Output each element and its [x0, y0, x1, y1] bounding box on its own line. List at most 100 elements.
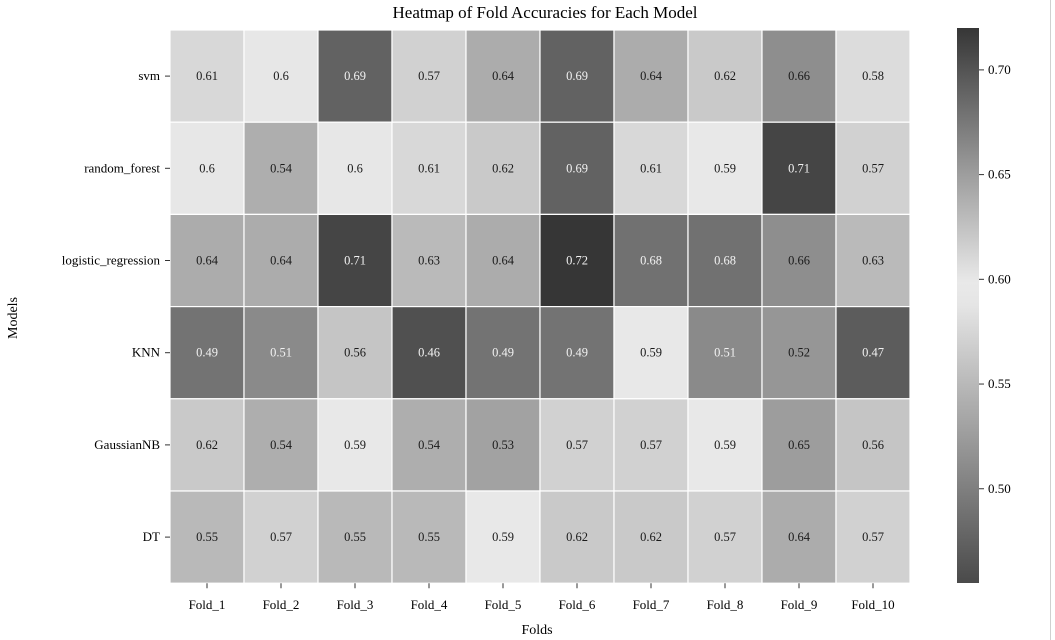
- heatmap-cell: [391, 490, 467, 584]
- cell-value-label: 0.59: [714, 161, 736, 175]
- y-tick-label: DT: [143, 529, 160, 544]
- cell-value-label: 0.49: [492, 346, 514, 360]
- cell-value-label: 0.59: [640, 346, 662, 360]
- colorbar-tick-label: 0.50: [988, 481, 1011, 496]
- cell-value-label: 0.51: [714, 346, 736, 360]
- cell-value-label: 0.64: [492, 69, 515, 83]
- x-tick-label: Fold_3: [337, 597, 374, 612]
- cell-value-label: 0.57: [862, 530, 884, 544]
- y-tick-label: logistic_regression: [62, 253, 161, 268]
- cell-value-label: 0.62: [714, 69, 736, 83]
- x-tick-label: Fold_10: [851, 597, 894, 612]
- cell-value-label: 0.57: [862, 161, 884, 175]
- heatmap-cells: [169, 29, 911, 584]
- heatmap-cell: [687, 213, 763, 308]
- cell-value-label: 0.72: [566, 254, 588, 268]
- heatmap-cell: [835, 306, 911, 400]
- cell-value-label: 0.59: [492, 530, 514, 544]
- heatmap-cell: [169, 213, 245, 308]
- figure-border: [1050, 0, 1051, 640]
- heatmap-cell: [317, 29, 393, 123]
- cell-value-label: 0.53: [492, 438, 514, 452]
- x-axis-ticks: Fold_1 Fold_2 Fold_3 Fold_4 Fold_5 Fold_6 Fold…: [189, 583, 895, 612]
- y-tick-label: GaussianNB: [94, 437, 160, 452]
- heatmap-cell: [761, 306, 837, 400]
- heatmap-cell: [687, 398, 763, 492]
- cell-value-label: 0.69: [566, 69, 588, 83]
- cell-value-label: 0.59: [714, 438, 736, 452]
- cell-value-label: 0.69: [344, 69, 366, 83]
- cell-value-label: 0.65: [788, 438, 810, 452]
- cell-value-label: 0.56: [344, 346, 366, 360]
- y-tick-label: KNN: [132, 345, 161, 360]
- cell-value-label: 0.69: [566, 161, 588, 175]
- chart-title: Heatmap of Fold Accuracies for Each Mode…: [393, 3, 698, 22]
- x-tick-label: Fold_8: [707, 597, 744, 612]
- heatmap-cell: [539, 121, 615, 215]
- y-axis-ticks: svm random_forest logistic_regression KNN Ga…: [62, 68, 170, 544]
- cell-value-label: 0.63: [862, 254, 884, 268]
- heatmap-cell: [835, 398, 911, 492]
- cell-value-label: 0.57: [714, 530, 736, 544]
- heatmap-cell: [613, 398, 689, 492]
- cell-value-label: 0.64: [492, 254, 515, 268]
- cell-value-label: 0.66: [788, 254, 810, 268]
- colorbar: [957, 28, 979, 583]
- cell-value-label: 0.59: [344, 438, 366, 452]
- x-tick-label: Fold_9: [781, 597, 818, 612]
- heatmap-cell: [243, 213, 319, 308]
- x-tick-label: Fold_1: [189, 597, 226, 612]
- cell-value-label: 0.64: [788, 530, 811, 544]
- heatmap-cell-labels: 0.61 0.6 0.69 0.57 0.64 0.69 0.64 0.62 0.66 0.58 0…: [196, 69, 884, 544]
- cell-value-label: 0.58: [862, 69, 884, 83]
- cell-value-label: 0.6: [273, 69, 289, 83]
- cell-value-label: 0.63: [418, 254, 440, 268]
- cell-value-label: 0.49: [196, 346, 218, 360]
- cell-value-label: 0.68: [714, 254, 736, 268]
- cell-value-label: 0.57: [566, 438, 588, 452]
- cell-value-label: 0.62: [492, 161, 514, 175]
- cell-value-label: 0.61: [640, 161, 662, 175]
- heatmap-cell: [613, 121, 689, 215]
- heatmap-cell: [317, 490, 393, 584]
- colorbar-tick-label: 0.60: [988, 271, 1011, 286]
- colorbar-tick-label: 0.55: [988, 376, 1011, 391]
- cell-value-label: 0.57: [418, 69, 440, 83]
- x-tick-label: Fold_5: [485, 597, 522, 612]
- heatmap-cell: [465, 213, 541, 308]
- x-axis-label: Folds: [521, 623, 552, 638]
- cell-value-label: 0.56: [862, 438, 884, 452]
- heatmap-cell: [243, 398, 319, 492]
- cell-value-label: 0.64: [640, 69, 663, 83]
- heatmap-cell: [687, 121, 763, 215]
- heatmap-cell: [391, 29, 467, 123]
- heatmap-cell: [761, 121, 837, 215]
- x-tick-label: Fold_6: [559, 597, 596, 612]
- x-tick-label: Fold_4: [411, 597, 448, 612]
- x-tick-label: Fold_7: [633, 597, 670, 612]
- colorbar-ticks: 0.50 0.55 0.60 0.65 0.70: [979, 62, 1011, 496]
- heatmap-cell: [613, 213, 689, 308]
- heatmap-cell: [169, 29, 245, 123]
- heatmap-cell: [317, 213, 393, 308]
- heatmap-cell: [761, 398, 837, 492]
- heatmap-cell: [169, 490, 245, 584]
- heatmap-cell: [391, 121, 467, 215]
- heatmap-cell: [539, 306, 615, 400]
- cell-value-label: 0.46: [418, 346, 440, 360]
- cell-value-label: 0.6: [199, 161, 215, 175]
- heatmap-cell: [835, 213, 911, 308]
- cell-value-label: 0.68: [640, 254, 662, 268]
- cell-value-label: 0.64: [196, 254, 219, 268]
- y-tick-label: svm: [138, 68, 160, 83]
- heatmap-cell: [539, 398, 615, 492]
- heatmap-cell: [687, 29, 763, 123]
- cell-value-label: 0.47: [862, 346, 884, 360]
- heatmap-cell: [243, 121, 319, 215]
- cell-value-label: 0.6: [347, 161, 363, 175]
- cell-value-label: 0.61: [196, 69, 218, 83]
- heatmap-cell: [465, 490, 541, 584]
- cell-value-label: 0.54: [418, 438, 441, 452]
- y-tick-label: random_forest: [84, 160, 160, 175]
- heatmap-cell: [687, 306, 763, 400]
